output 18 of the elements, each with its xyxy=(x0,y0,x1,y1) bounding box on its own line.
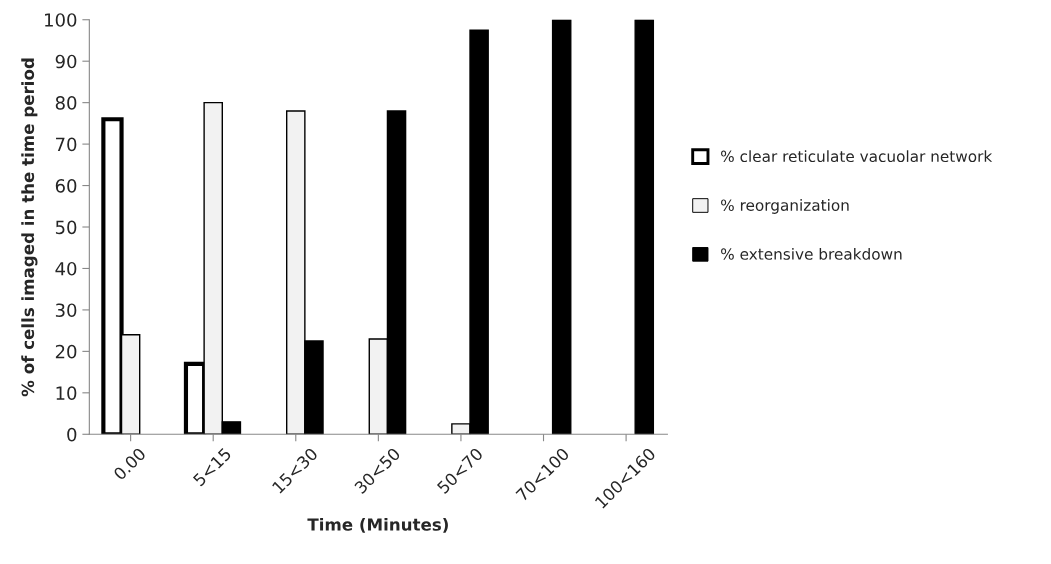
y-tick-label: 50 xyxy=(55,220,77,235)
y-tick-label: 0 xyxy=(67,427,77,442)
y-tick-label: 40 xyxy=(55,261,77,276)
legend-label: % reorganization xyxy=(721,199,849,214)
y-axis-title: % of cells imaged in the time period xyxy=(21,58,38,397)
bar xyxy=(634,19,655,435)
y-tick-label: 20 xyxy=(55,344,77,359)
y-tick-label: 80 xyxy=(55,96,77,110)
legend-label: % clear reticulate vacuolar network xyxy=(721,150,993,163)
y-tick-label: 70 xyxy=(56,137,77,152)
y-tick-label: 60 xyxy=(55,179,77,193)
y-tick-label: 100 xyxy=(45,13,77,27)
y-tick-label: 90 xyxy=(55,54,77,69)
legend-label: % extensive breakdown xyxy=(721,247,902,260)
x-axis-title: Time (Minutes) xyxy=(307,517,448,533)
bar xyxy=(551,19,572,435)
y-tick-label: 10 xyxy=(56,386,77,400)
y-tick-label: 30 xyxy=(55,303,77,318)
